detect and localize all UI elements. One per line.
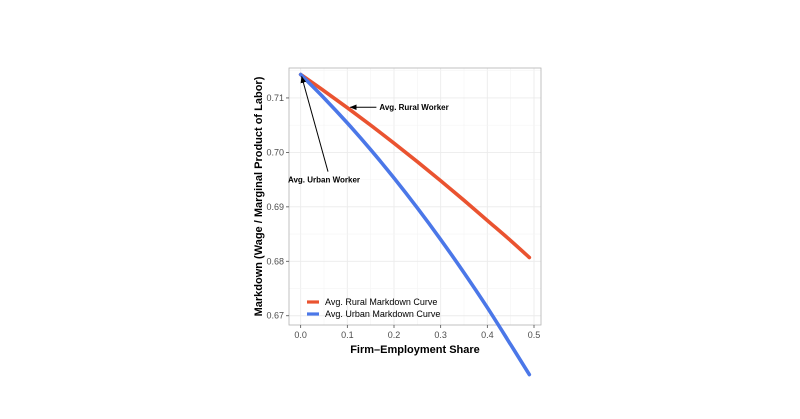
y-tick-label: 0.67 xyxy=(266,311,284,321)
grid-layer xyxy=(289,68,541,325)
x-tick-label: 0.2 xyxy=(388,330,401,340)
y-tick-label: 0.70 xyxy=(266,147,284,157)
urban-markdown-line xyxy=(298,72,532,377)
urban-worker-arrow xyxy=(300,75,329,172)
y-axis-title: Markdown (Wage / Marginal Product of Lab… xyxy=(253,76,265,316)
y-tick-label: 0.68 xyxy=(266,256,284,266)
rural-worker-annotation: Avg. Rural Worker xyxy=(379,103,448,112)
series-layer xyxy=(298,72,532,377)
legend: Avg. Rural Markdown Curve Avg. Urban Mark… xyxy=(307,297,440,319)
x-tick-label: 0.1 xyxy=(341,330,354,340)
y-tick-label: 0.69 xyxy=(266,202,284,212)
urban-worker-annotation: Avg. Urban Worker xyxy=(288,176,360,185)
legend-rural-label: Avg. Rural Markdown Curve xyxy=(325,297,437,307)
rural-markdown-line xyxy=(298,72,532,260)
x-tick-label: 0.4 xyxy=(481,330,494,340)
x-tick-label: 0.0 xyxy=(294,330,307,340)
x-tick-label: 0.5 xyxy=(528,330,541,340)
x-axis-title: Firm–Employment Share xyxy=(350,344,480,356)
annotation-layer: Avg. Rural Worker Avg. Urban Worker xyxy=(288,75,449,185)
axis-layer: 0.0 0.1 0.2 0.3 0.4 0.5 0.67 0.68 0.69 0.70 0.71 xyxy=(266,93,540,340)
x-tick-label: 0.3 xyxy=(434,330,447,340)
y-tick-label: 0.71 xyxy=(266,93,284,103)
plot-frame xyxy=(288,67,542,326)
legend-urban-label: Avg. Urban Markdown Curve xyxy=(325,309,440,319)
